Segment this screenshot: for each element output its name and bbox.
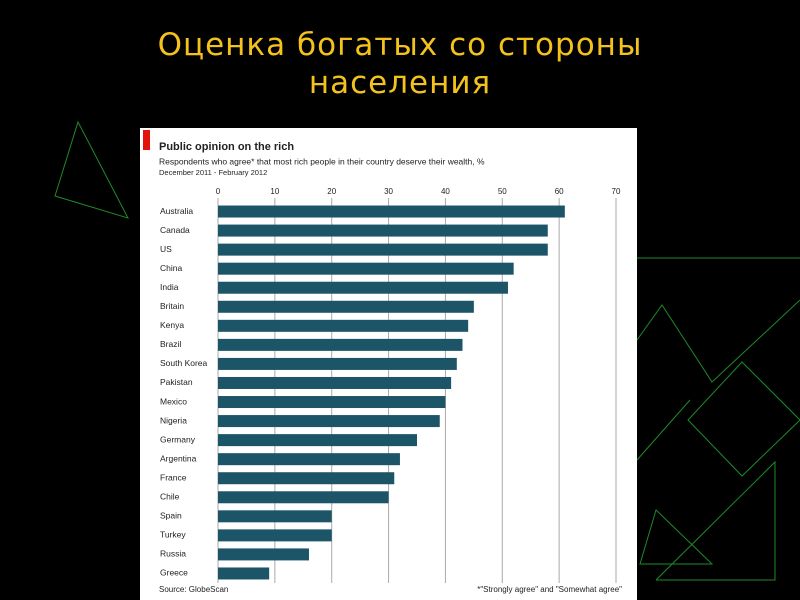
bar bbox=[218, 281, 508, 294]
bar bbox=[218, 224, 548, 237]
y-tick-label: Brazil bbox=[160, 339, 181, 349]
chart-flag bbox=[143, 130, 150, 150]
y-tick-label: Argentina bbox=[160, 453, 197, 463]
y-tick-label: US bbox=[160, 244, 172, 254]
y-tick-label: Germany bbox=[160, 434, 196, 444]
bar bbox=[218, 453, 400, 466]
chart-title: Public opinion on the rich bbox=[159, 141, 294, 153]
chart-source: Source: GlobeScan bbox=[159, 585, 228, 594]
bar bbox=[218, 262, 514, 275]
y-tick-label: Turkey bbox=[160, 530, 186, 540]
y-tick-label: India bbox=[160, 282, 179, 292]
bar bbox=[218, 567, 270, 580]
y-tick-label: Australia bbox=[160, 206, 193, 216]
x-tick-label: 40 bbox=[441, 187, 450, 196]
bar bbox=[218, 491, 389, 504]
y-tick-label: Britain bbox=[160, 301, 184, 311]
slide-title: Оценка богатых со стороны населения bbox=[157, 27, 643, 101]
bar bbox=[218, 415, 440, 428]
chart-subtitle: Respondents who agree* that most rich pe… bbox=[159, 156, 485, 166]
y-tick-label: Russia bbox=[160, 549, 186, 559]
bar bbox=[218, 376, 452, 389]
y-tick-label: France bbox=[160, 472, 187, 482]
chart-footnote: *"Strongly agree" and "Somewhat agree" bbox=[477, 585, 622, 594]
y-tick-label: Kenya bbox=[160, 320, 184, 330]
x-tick-label: 10 bbox=[270, 187, 279, 196]
x-tick-label: 60 bbox=[555, 187, 564, 196]
y-tick-label: Greece bbox=[160, 568, 188, 578]
bar bbox=[218, 357, 457, 370]
x-tick-label: 50 bbox=[498, 187, 507, 196]
y-tick-label: Canada bbox=[160, 225, 190, 235]
y-tick-label: Pakistan bbox=[160, 377, 193, 387]
bar bbox=[218, 319, 469, 332]
bar bbox=[218, 548, 309, 561]
chart: Public opinion on the rich Respondents w… bbox=[140, 128, 637, 600]
x-tick-label: 20 bbox=[327, 187, 336, 196]
y-tick-label: Spain bbox=[160, 511, 182, 521]
y-tick-label: China bbox=[160, 263, 182, 273]
bar bbox=[218, 529, 332, 542]
bar bbox=[218, 434, 417, 447]
bar bbox=[218, 243, 548, 256]
bar bbox=[218, 396, 446, 409]
x-tick-label: 0 bbox=[216, 187, 221, 196]
bar bbox=[218, 300, 474, 313]
y-tick-label: Chile bbox=[160, 492, 180, 502]
y-tick-label: Nigeria bbox=[160, 415, 187, 425]
chart-period: December 2011 - February 2012 bbox=[159, 168, 267, 177]
bar bbox=[218, 510, 332, 523]
bar bbox=[218, 205, 565, 218]
y-tick-label: Mexico bbox=[160, 396, 187, 406]
x-tick-label: 70 bbox=[612, 187, 621, 196]
bar bbox=[218, 338, 463, 351]
x-tick-label: 30 bbox=[384, 187, 393, 196]
y-tick-label: South Korea bbox=[160, 358, 208, 368]
bar bbox=[218, 472, 395, 485]
